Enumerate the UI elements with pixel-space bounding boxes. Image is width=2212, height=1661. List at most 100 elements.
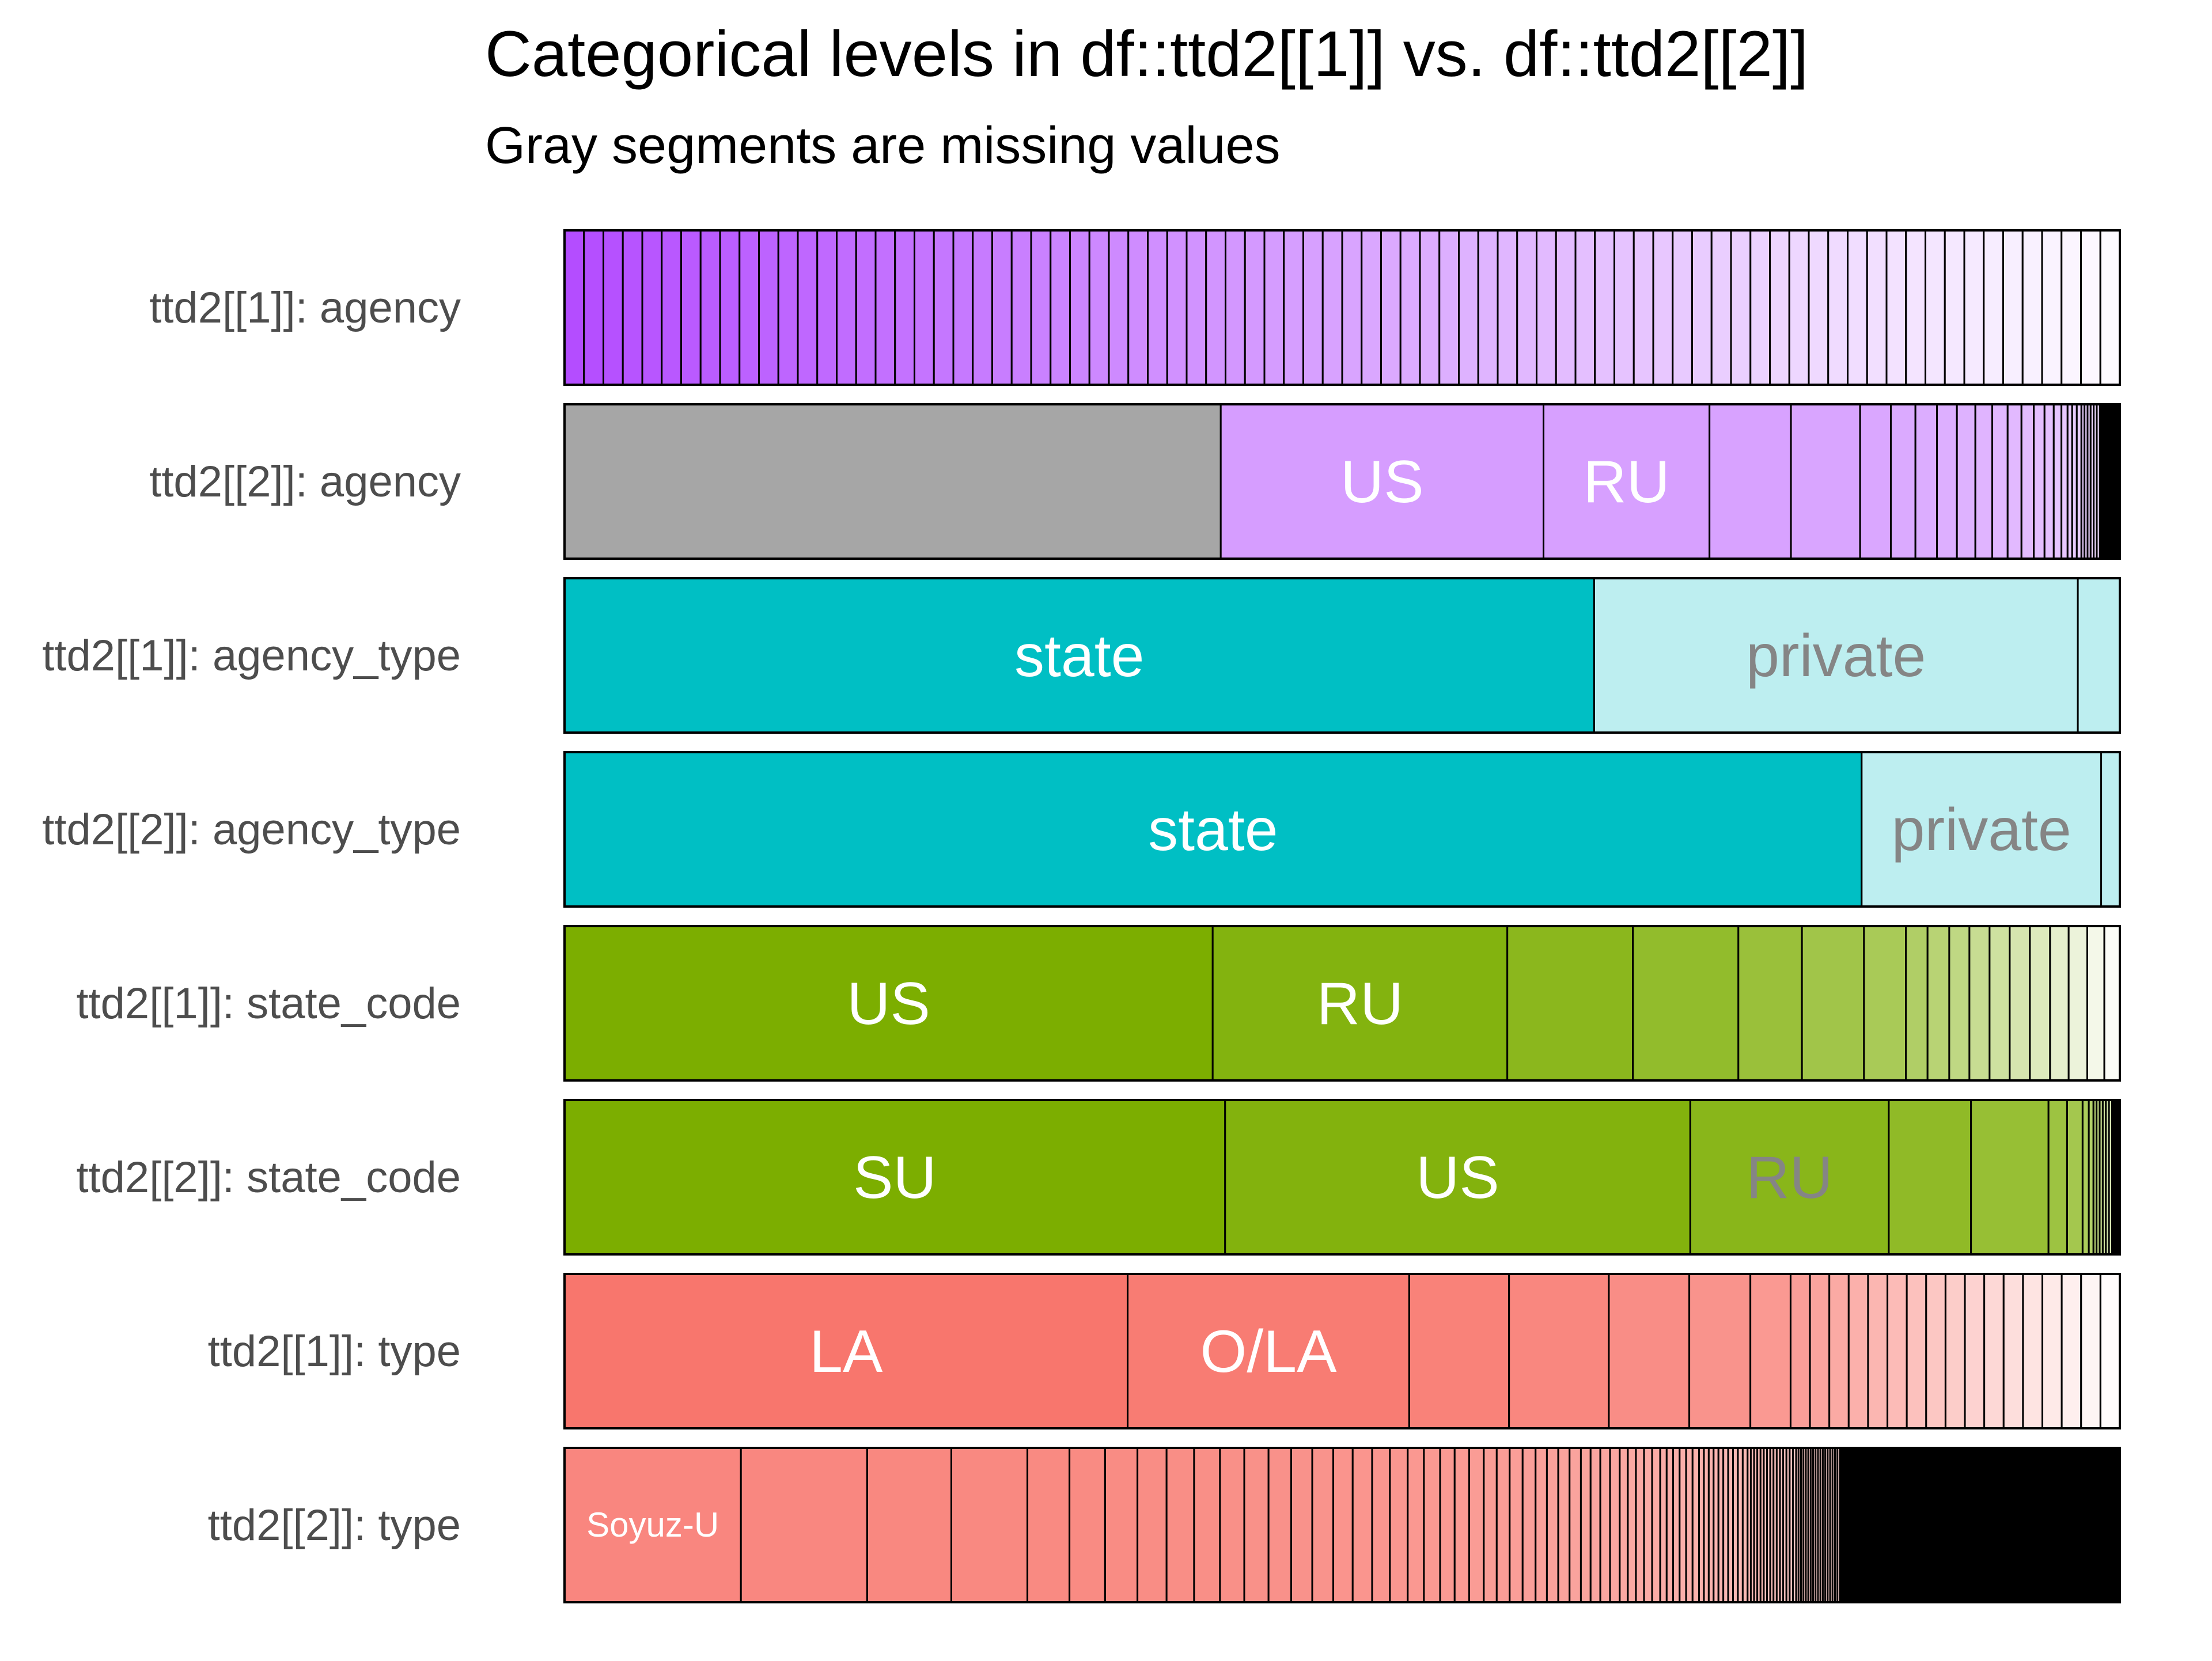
row-label: ttd2[[1]]: agency_type <box>42 631 461 680</box>
bar-segment <box>797 229 819 386</box>
bar-segment <box>1543 403 1711 560</box>
bar-outline <box>563 925 2121 1082</box>
bar-segment <box>1419 229 1441 386</box>
bar-segment <box>1069 1447 1106 1603</box>
bar-segment <box>1302 229 1324 386</box>
bar-segment <box>777 229 799 386</box>
bar-segment <box>1290 1447 1313 1603</box>
bar-segment <box>874 229 896 386</box>
bar-segment <box>1789 1273 1811 1429</box>
bar-segment <box>719 229 741 386</box>
bar-outline <box>563 751 2121 908</box>
bar-segment <box>1243 1447 1270 1603</box>
bar-segment <box>1050 229 1071 386</box>
bar-segment <box>1521 1447 1537 1603</box>
row-label: ttd2[[1]]: type <box>208 1327 461 1376</box>
bar-segment <box>1185 229 1207 386</box>
bar-segment <box>1027 1447 1071 1603</box>
row-label: ttd2[[2]]: agency_type <box>42 805 461 854</box>
bar-segment <box>1468 1447 1485 1603</box>
bar-row: ttd2[[2]]: agency_type state private <box>42 751 2121 908</box>
bar-segment <box>1193 1447 1221 1603</box>
bar-segment <box>1801 925 1865 1082</box>
bar-segment <box>1769 229 1790 386</box>
bar-outline <box>563 229 2121 386</box>
bar-segment <box>2061 1273 2082 1429</box>
bar-outline <box>563 1273 2121 1429</box>
bar-segment <box>1691 1447 1700 1603</box>
bar-segment <box>1914 403 1938 560</box>
bar-segment <box>2022 1273 2044 1429</box>
bar-segment <box>836 229 857 386</box>
bar-segment <box>738 229 760 386</box>
row-label: ttd2[[2]]: state_code <box>76 1153 461 1202</box>
bar-segment <box>2066 1099 2084 1256</box>
bar-segment <box>1224 1099 1691 1256</box>
bar-segment <box>1438 229 1460 386</box>
bar-segment <box>1887 1273 1908 1429</box>
bar-segment <box>1557 1447 1571 1603</box>
bar-segment <box>1685 1447 1694 1603</box>
bar-segment <box>2067 925 2088 1082</box>
bar-segment <box>1737 925 1803 1082</box>
bar-segment <box>1672 229 1693 386</box>
bar-segment <box>1371 1447 1391 1603</box>
bar-segment <box>563 1273 1129 1429</box>
bar-segment <box>1926 925 1950 1082</box>
bar-segment <box>2080 1273 2101 1429</box>
bar-row: ttd2[[2]]: agency US RU <box>149 403 2121 560</box>
segment-label: RU <box>1317 970 1403 1037</box>
bar-segment <box>1956 403 1976 560</box>
bar-segment <box>2009 925 2031 1082</box>
bar-segment <box>1867 1273 1889 1429</box>
bar-segment <box>1691 229 1713 386</box>
bar-segment <box>1906 1273 1927 1429</box>
bar-segment <box>1988 925 2011 1082</box>
chart-subtitle: Gray segments are missing values <box>485 117 1281 175</box>
bar-segment <box>1936 403 1958 560</box>
bar-segment <box>1283 229 1304 386</box>
bar-segment <box>1137 1447 1168 1603</box>
bar-segment <box>2099 229 2121 386</box>
segment-label: US <box>1340 449 1423 515</box>
bar-segment <box>1847 1273 1869 1429</box>
bar-segment <box>1589 1447 1601 1603</box>
bar-segment <box>933 229 955 386</box>
bar-segment <box>1219 1447 1245 1603</box>
bar-segment <box>563 1099 1226 1256</box>
bar-segment <box>1689 1099 1890 1256</box>
bar-segment <box>1659 1447 1668 1603</box>
bar-segment <box>1599 1447 1611 1603</box>
bar-segment <box>1970 1099 2050 1256</box>
bar-segment <box>1808 229 1830 386</box>
bar-segment <box>583 229 604 386</box>
bar-segment <box>1968 925 1991 1082</box>
bar-segment <box>1651 1447 1661 1603</box>
bar-segment <box>563 577 1595 734</box>
bar-segment <box>1546 1447 1559 1603</box>
bar-segment <box>1536 229 1557 386</box>
bar-segment <box>1423 1447 1441 1603</box>
bar-segment <box>563 403 1222 560</box>
bar-segment <box>1535 1447 1548 1603</box>
bar-segment <box>1944 229 1965 386</box>
bar-segment <box>1509 1447 1524 1603</box>
bar-segment <box>1688 1273 1752 1429</box>
bar-segment <box>894 229 915 386</box>
segment-label: LA <box>809 1318 883 1385</box>
bar-segment <box>2077 577 2121 734</box>
bar-segment <box>1619 1447 1629 1603</box>
bar-segment <box>1030 229 1052 386</box>
bar-segment <box>1633 229 1654 386</box>
bar-segment <box>1863 925 1907 1082</box>
bar-segment <box>1580 1447 1592 1603</box>
bar-segment <box>2081 1099 2090 1256</box>
bar-segment <box>1905 229 1926 386</box>
bar-segment <box>816 229 838 386</box>
bar-segment <box>1861 751 2103 908</box>
bar-segment <box>1983 1273 2005 1429</box>
bar-row: ttd2[[1]]: agency <box>149 229 2121 386</box>
bar-segment <box>1483 1447 1498 1603</box>
bar-segment <box>1225 229 1246 386</box>
bar-segment <box>2021 229 2043 386</box>
